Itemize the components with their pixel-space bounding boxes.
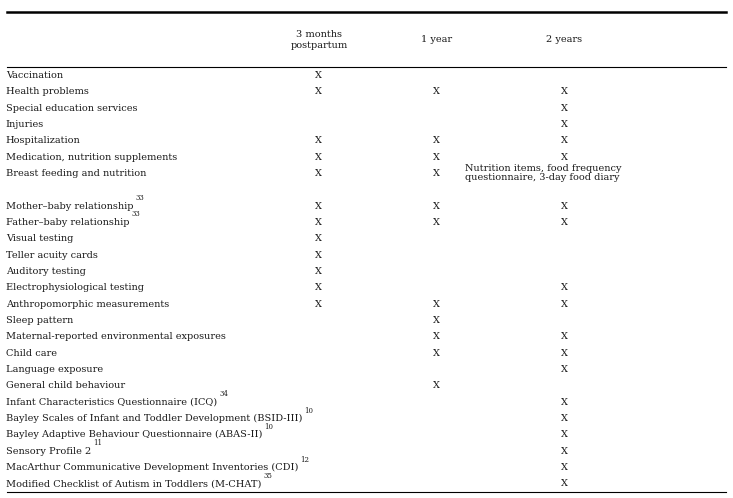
Text: X: X — [561, 430, 568, 439]
Text: X: X — [561, 202, 568, 211]
Text: X: X — [432, 316, 440, 325]
Text: X: X — [561, 447, 568, 456]
Text: X: X — [432, 202, 440, 211]
Text: X: X — [315, 71, 323, 80]
Text: Health problems: Health problems — [6, 87, 89, 96]
Text: Infant Characteristics Questionnaire (ICQ): Infant Characteristics Questionnaire (IC… — [6, 398, 217, 407]
Text: X: X — [315, 234, 323, 244]
Text: X: X — [315, 250, 323, 259]
Text: X: X — [561, 87, 568, 96]
Text: X: X — [315, 283, 323, 292]
Text: Anthropomorphic measurements: Anthropomorphic measurements — [6, 300, 169, 309]
Text: X: X — [432, 381, 440, 390]
Text: Nutrition items, food frequency: Nutrition items, food frequency — [465, 164, 622, 173]
Text: Bayley Adaptive Behaviour Questionnaire (ABAS-II): Bayley Adaptive Behaviour Questionnaire … — [6, 430, 262, 439]
Text: X: X — [561, 218, 568, 227]
Text: Maternal-reported environmental exposures: Maternal-reported environmental exposure… — [6, 332, 226, 341]
Text: Breast feeding and nutrition: Breast feeding and nutrition — [6, 169, 147, 178]
Text: X: X — [432, 332, 440, 341]
Text: Hospitalization: Hospitalization — [6, 136, 81, 145]
Text: X: X — [561, 152, 568, 161]
Text: X: X — [315, 169, 323, 178]
Text: 33: 33 — [136, 194, 144, 202]
Text: Mother–baby relationship: Mother–baby relationship — [6, 202, 133, 211]
Text: 1 year: 1 year — [421, 35, 452, 44]
Text: Auditory testing: Auditory testing — [6, 267, 86, 276]
Text: 12: 12 — [301, 456, 309, 464]
Text: X: X — [432, 169, 440, 178]
Text: Child care: Child care — [6, 349, 57, 358]
Text: X: X — [315, 136, 323, 145]
Text: X: X — [315, 218, 323, 227]
Text: questionnaire, 3-day food diary: questionnaire, 3-day food diary — [465, 173, 620, 182]
Text: Visual testing: Visual testing — [6, 234, 73, 244]
Text: MacArthur Communicative Development Inventories (CDI): MacArthur Communicative Development Inve… — [6, 463, 298, 472]
Text: Sleep pattern: Sleep pattern — [6, 316, 73, 325]
Text: X: X — [561, 136, 568, 145]
Text: X: X — [561, 398, 568, 407]
Text: X: X — [432, 136, 440, 145]
Text: 33: 33 — [131, 211, 140, 219]
Text: X: X — [561, 332, 568, 341]
Text: Bayley Scales of Infant and Toddler Development (BSID-III): Bayley Scales of Infant and Toddler Deve… — [6, 414, 302, 423]
Text: X: X — [561, 414, 568, 423]
Text: X: X — [432, 218, 440, 227]
Text: X: X — [561, 104, 568, 113]
Text: Special education services: Special education services — [6, 104, 137, 113]
Text: X: X — [561, 349, 568, 358]
Text: X: X — [432, 349, 440, 358]
Text: Injuries: Injuries — [6, 120, 44, 129]
Text: 3 months
postpartum: 3 months postpartum — [290, 30, 347, 49]
Text: Teller acuity cards: Teller acuity cards — [6, 250, 97, 259]
Text: X: X — [315, 202, 323, 211]
Text: X: X — [315, 300, 323, 309]
Text: X: X — [561, 300, 568, 309]
Text: General child behaviour: General child behaviour — [6, 381, 125, 390]
Text: 11: 11 — [93, 439, 103, 447]
Text: Electrophysiological testing: Electrophysiological testing — [6, 283, 144, 292]
Text: X: X — [432, 300, 440, 309]
Text: X: X — [561, 365, 568, 374]
Text: Vaccination: Vaccination — [6, 71, 63, 80]
Text: Medication, nutrition supplements: Medication, nutrition supplements — [6, 152, 177, 161]
Text: X: X — [561, 283, 568, 292]
Text: Sensory Profile 2: Sensory Profile 2 — [6, 447, 91, 456]
Text: X: X — [432, 152, 440, 161]
Text: X: X — [315, 152, 323, 161]
Text: X: X — [315, 87, 323, 96]
Text: 10: 10 — [304, 406, 314, 414]
Text: X: X — [432, 87, 440, 96]
Text: X: X — [315, 267, 323, 276]
Text: Language exposure: Language exposure — [6, 365, 103, 374]
Text: 10: 10 — [265, 423, 273, 431]
Text: 35: 35 — [263, 472, 273, 480]
Text: X: X — [561, 120, 568, 129]
Text: Father–baby relationship: Father–baby relationship — [6, 218, 129, 227]
Text: X: X — [561, 480, 568, 489]
Text: 2 years: 2 years — [546, 35, 583, 44]
Text: Modified Checklist of Autism in Toddlers (M-CHAT): Modified Checklist of Autism in Toddlers… — [6, 480, 261, 489]
Text: X: X — [561, 463, 568, 472]
Text: 34: 34 — [219, 390, 228, 398]
